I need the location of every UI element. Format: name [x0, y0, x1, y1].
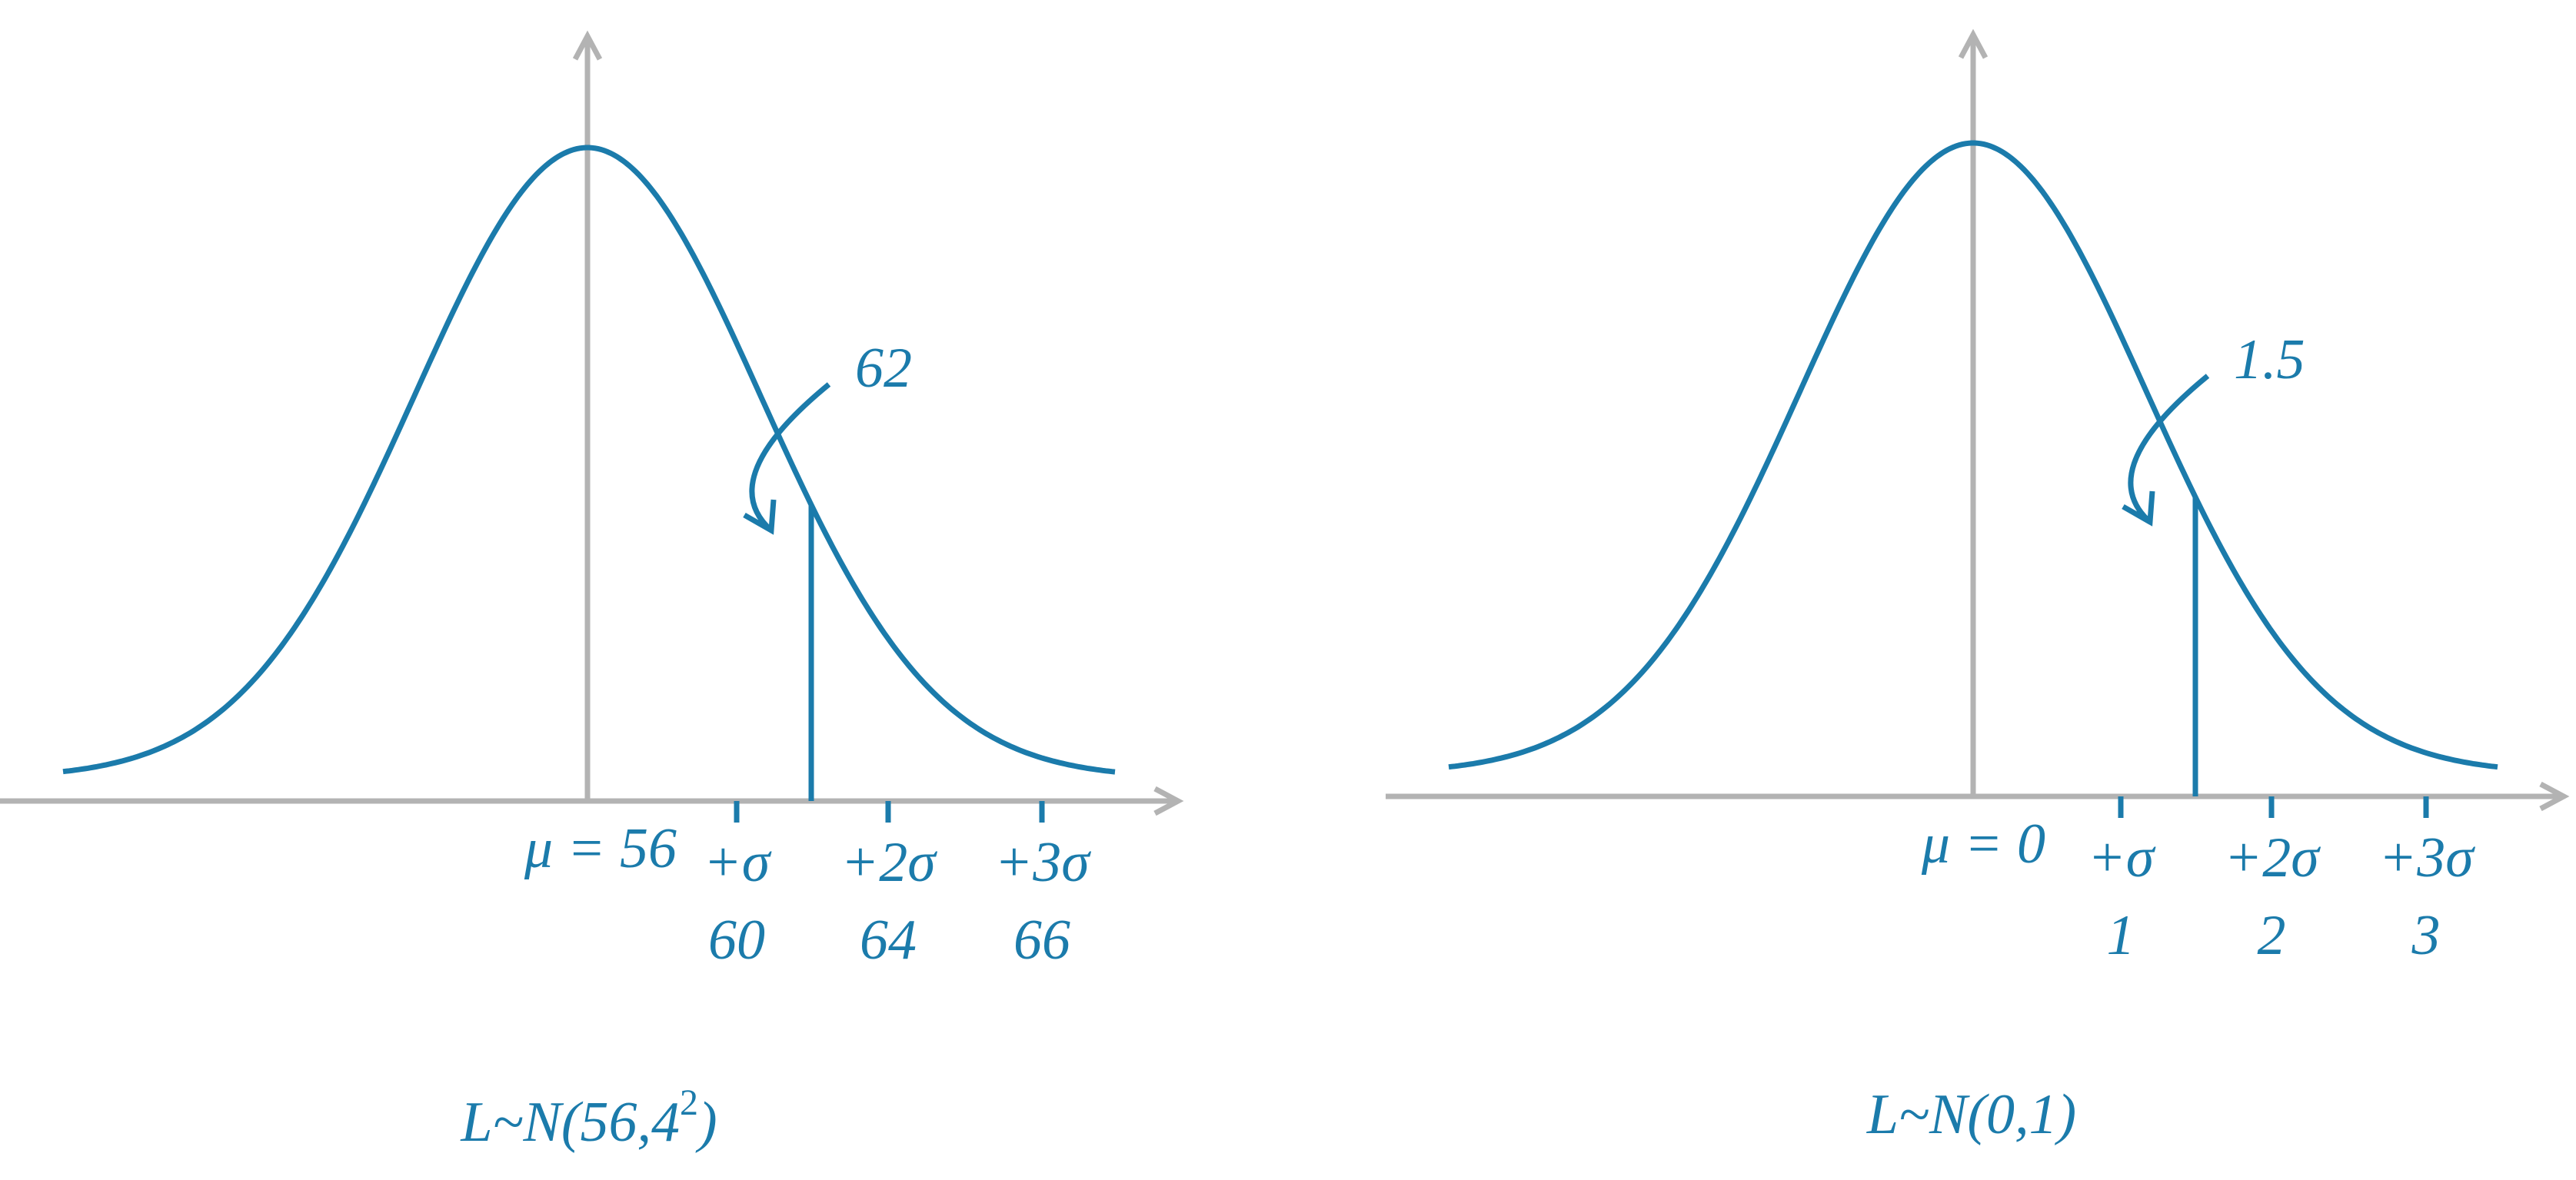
tick-value: 66 [1013, 909, 1070, 972]
caption: L~N(56,42) [460, 1082, 717, 1154]
tick-value: 60 [708, 909, 765, 972]
sigma-label: +3σ [2378, 826, 2475, 889]
tick-value: 2 [2258, 904, 2286, 967]
normal-curve [62, 145, 1116, 775]
y-axis [572, 30, 603, 801]
marker-arrow [2122, 374, 2210, 527]
caption-text: L~N(56,4 [460, 1091, 680, 1154]
y-axis [1958, 28, 1989, 796]
marker-label: 62 [855, 337, 912, 400]
sigma-label: +σ [704, 831, 772, 894]
sigma-label: +2σ [2224, 826, 2321, 889]
mean-label: μ = 0 [1921, 813, 2045, 876]
caption-text: L~N(0,1) [1866, 1083, 2076, 1146]
marker-label: 1.5 [2234, 328, 2305, 391]
sigma-label: +2σ [840, 831, 937, 894]
caption-sup: 2 [680, 1082, 698, 1123]
normal-curve [1448, 140, 2498, 770]
tick-value: 64 [860, 909, 917, 972]
caption: L~N(0,1) [1866, 1083, 2076, 1146]
tick-value: 3 [2411, 904, 2441, 967]
caption-end: ) [695, 1091, 717, 1154]
marker-arrow [743, 382, 831, 535]
tick-value: 1 [2107, 904, 2135, 967]
sigma-label: +σ [2088, 826, 2156, 889]
mean-label: μ = 56 [524, 817, 677, 880]
sigma-label: +3σ [994, 831, 1091, 894]
